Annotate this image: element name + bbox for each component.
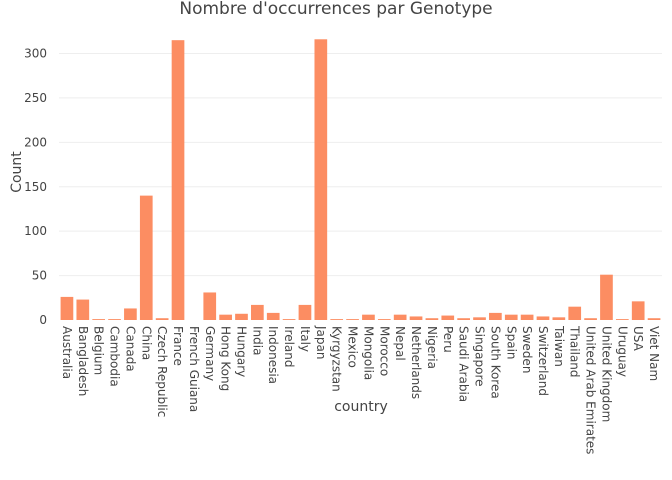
- bar-united-arab-emirates[interactable]: [584, 318, 597, 320]
- bar-saudi-arabia[interactable]: [457, 318, 470, 320]
- bar-italy[interactable]: [298, 304, 312, 320]
- y-tick-label: 300: [24, 47, 47, 61]
- bar-nigeria[interactable]: [425, 318, 439, 320]
- x-tick-label: Hungary: [234, 326, 248, 377]
- x-tick-label: Mexico: [346, 326, 360, 368]
- bar-hungary[interactable]: [235, 313, 248, 320]
- x-tick-label: Sweden: [520, 326, 534, 373]
- y-axis-ticks: 0 50 100 150 200 250 300: [24, 47, 47, 328]
- bar-france[interactable]: [171, 40, 185, 321]
- x-tick-label: United Arab Emirates: [584, 326, 598, 454]
- y-tick-label: 250: [24, 91, 47, 105]
- bar-hong-kong[interactable]: [219, 314, 232, 320]
- bar-mongolia[interactable]: [362, 314, 375, 320]
- x-axis-ticks: Australia Bangladesh Belgium Cambodia Canada…: [60, 325, 661, 454]
- bar-usa[interactable]: [631, 301, 645, 321]
- x-tick-label: Indonesia: [266, 326, 280, 384]
- x-tick-label: French Guiana: [187, 326, 201, 412]
- x-tick-label: Netherlands: [409, 326, 423, 399]
- bar-indonesia[interactable]: [266, 312, 280, 320]
- bar-mexico[interactable]: [346, 319, 359, 320]
- x-tick-label: Morocco: [377, 326, 391, 376]
- chart-title: Nombre d'occurrences par Genotype: [179, 0, 492, 19]
- bar-india[interactable]: [251, 304, 264, 320]
- bar-germany[interactable]: [203, 292, 217, 320]
- bar-belgium[interactable]: [92, 319, 106, 320]
- x-tick-label: Germany: [203, 326, 217, 381]
- x-tick-label: Belgium: [92, 326, 106, 375]
- y-tick-label: 150: [24, 180, 47, 194]
- x-tick-label: United Kingdom: [599, 326, 613, 422]
- bar-south-korea[interactable]: [489, 312, 502, 320]
- x-tick-label: Thailand: [568, 325, 582, 378]
- x-tick-label: Czech Republic: [155, 326, 169, 417]
- x-tick-label: USA: [631, 326, 645, 352]
- bar-kyrgyzstan[interactable]: [330, 319, 344, 320]
- bar-spain[interactable]: [504, 314, 518, 320]
- x-axis-title: country: [334, 399, 388, 415]
- bar-viet-nam[interactable]: [647, 318, 661, 320]
- x-tick-label: Saudi Arabia: [457, 326, 471, 402]
- x-tick-label: India: [250, 326, 264, 355]
- x-tick-label: Taiwan: [552, 325, 566, 367]
- bar-taiwan[interactable]: [552, 317, 566, 320]
- bar-australia[interactable]: [60, 296, 74, 320]
- x-tick-label: Australia: [60, 326, 74, 379]
- bar-switzerland[interactable]: [536, 316, 550, 320]
- x-tick-label: Japan: [314, 325, 328, 359]
- x-tick-label: Kyrgyzstan: [330, 326, 344, 392]
- x-tick-label: Italy: [298, 326, 312, 352]
- bar-netherlands[interactable]: [409, 316, 423, 320]
- bar-singapore[interactable]: [473, 317, 486, 320]
- bar-ireland[interactable]: [282, 319, 296, 320]
- x-tick-label: France: [171, 326, 185, 366]
- y-tick-label: 100: [24, 224, 47, 238]
- bar-cambodia[interactable]: [108, 319, 121, 320]
- y-tick-label: 200: [24, 135, 47, 149]
- bar-morocco[interactable]: [377, 319, 391, 320]
- bar-united-kingdom[interactable]: [600, 274, 613, 320]
- x-tick-label: Switzerland: [536, 326, 550, 396]
- bar-nepal[interactable]: [393, 314, 407, 320]
- x-tick-label: Canada: [123, 326, 137, 372]
- y-tick-label: 50: [32, 269, 47, 283]
- bar-uruguay[interactable]: [615, 319, 629, 320]
- bars: [60, 39, 661, 321]
- gridlines: [59, 53, 662, 277]
- y-tick-label: 0: [39, 313, 47, 327]
- bar-peru[interactable]: [441, 315, 455, 320]
- bar-canada[interactable]: [124, 308, 137, 320]
- x-tick-label: Hong Kong: [219, 326, 233, 391]
- x-tick-label: Nepal: [393, 326, 407, 361]
- bar-china[interactable]: [139, 195, 153, 320]
- bar-czech-republic[interactable]: [155, 318, 169, 320]
- x-tick-label: Cambodia: [108, 326, 122, 387]
- x-tick-label: Mongolia: [361, 326, 375, 380]
- x-tick-label: Spain: [504, 326, 518, 360]
- x-tick-label: Uruguay: [615, 326, 629, 377]
- y-axis-title: Count: [9, 151, 25, 193]
- x-tick-label: Viet Nam: [647, 326, 661, 381]
- bar-japan[interactable]: [314, 39, 328, 320]
- x-tick-label: Singapore: [473, 326, 487, 387]
- x-tick-label: China: [139, 326, 153, 360]
- x-tick-label: Bangladesh: [76, 326, 90, 396]
- bar-bangladesh[interactable]: [76, 299, 90, 320]
- bar-sweden[interactable]: [520, 314, 534, 320]
- x-tick-label: Nigeria: [425, 326, 439, 369]
- bar-thailand[interactable]: [568, 306, 582, 320]
- x-tick-label: South Korea: [488, 326, 502, 399]
- x-tick-label: Ireland: [282, 326, 296, 368]
- x-tick-label: Peru: [441, 326, 455, 353]
